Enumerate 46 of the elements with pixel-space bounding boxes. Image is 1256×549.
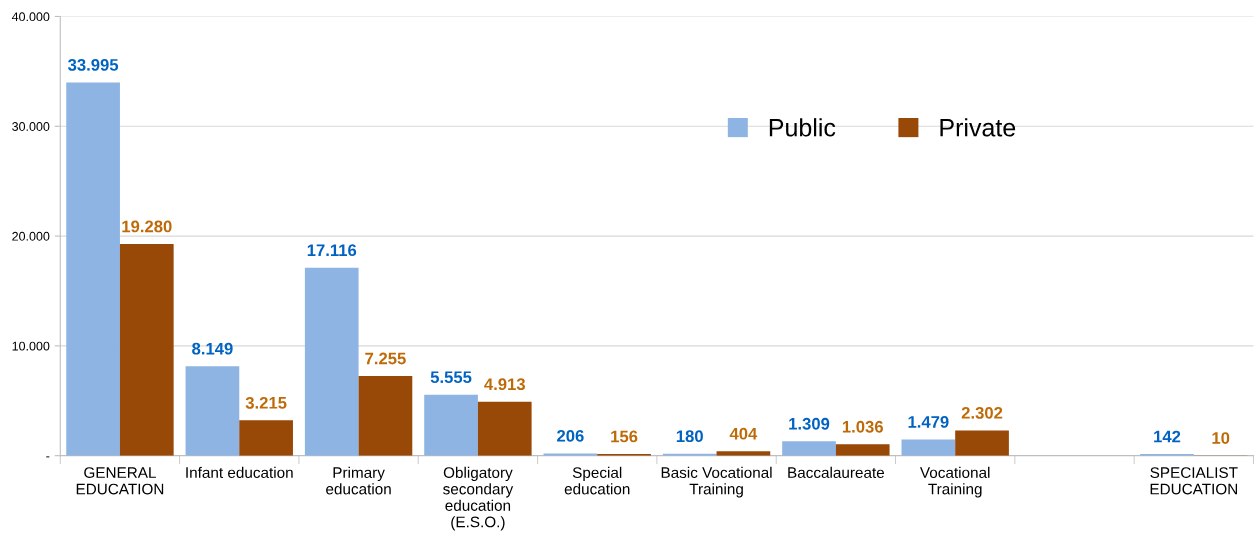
legend-label: Private [940,118,1016,137]
x-tick-label: GENERAL EDUCATION [76,467,164,495]
y-tick-label: 40.000 [11,12,50,22]
data-label: 17.116 [307,244,357,257]
data-label: 5.555 [430,371,472,384]
data-label: 1.479 [908,416,949,428]
x-tick-label: SPECIALIST EDUCATION [1150,467,1238,495]
data-label: 19.280 [122,220,172,233]
bar [782,441,836,456]
x-tick-label: Vocational Training [920,466,990,498]
y-tick-label: 20.000 [12,231,50,241]
data-label: 142 [1154,430,1181,443]
bar [477,401,532,456]
bar [901,439,956,456]
x-tick-label: Obligatory secondary education (E.S.O.) [443,466,514,531]
bar [66,82,120,456]
legend-label: Public [769,118,836,137]
data-label: 180 [676,430,703,443]
bar [358,376,413,456]
data-label: 3.215 [245,396,287,409]
data-label: 7.255 [365,352,406,365]
x-tick-label: Baccalaureate [788,466,885,478]
x-tick-label: Special education [564,466,630,495]
y-tick-label: 10.000 [12,341,50,351]
y-tick-label: 30.000 [12,122,50,131]
data-label: 10 [1212,432,1230,444]
data-label: 156 [611,430,638,443]
x-tick-label: Basic Vocational Training [661,466,772,498]
x-tick-label: Infant education [186,466,293,478]
x-tick-label: Primary education [326,466,391,495]
bar [119,243,174,456]
data-label: 404 [729,427,758,440]
bar [424,394,478,456]
data-label: 33.995 [68,58,119,71]
data-label: 206 [557,429,584,442]
data-label: 1.036 [842,420,883,433]
bar [835,444,890,456]
data-label: 4.913 [484,378,526,391]
bar [185,366,240,456]
bar [304,267,359,456]
data-label: 1.309 [789,417,830,430]
bar [239,420,293,456]
y-tick-label: - [46,456,50,458]
bar [955,430,1009,456]
data-label: 2.302 [961,406,1003,419]
data-label: 8.149 [192,342,233,355]
